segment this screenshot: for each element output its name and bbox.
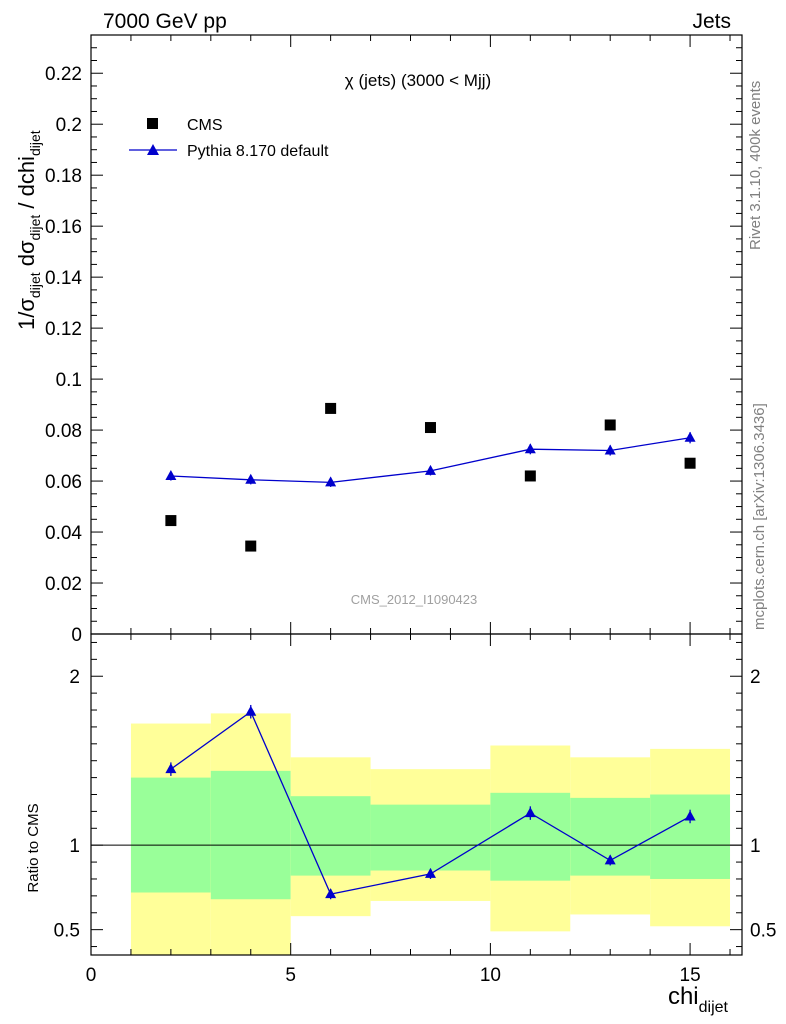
ratio-green-band-0 bbox=[130, 777, 211, 893]
ratio-point-3 bbox=[424, 867, 436, 878]
analysis-id-label: CMS_2012_I1090423 bbox=[351, 592, 478, 607]
main-y-tick-label-0: 0 bbox=[71, 625, 82, 646]
main-y-tick-label-3: 0.06 bbox=[45, 472, 82, 493]
x-tick-label-5: 5 bbox=[285, 965, 296, 986]
ratio-green-band-6 bbox=[650, 794, 731, 879]
ratio-green-band-3 bbox=[370, 804, 491, 871]
ratio-y-tick-label-right-0: 0.5 bbox=[750, 921, 776, 942]
ratio-y-tick-label-left-0: 0.5 bbox=[54, 921, 80, 942]
ratio-point-2 bbox=[325, 888, 337, 899]
cms-point-4 bbox=[524, 470, 536, 482]
pythia-point-3 bbox=[424, 464, 436, 475]
legend-pythia-label: Pythia 8.170 default bbox=[187, 143, 329, 160]
header-right-label: Jets bbox=[692, 10, 731, 33]
main-y-axis-label: 1/σdijet dσdijet / dchidijet bbox=[14, 130, 43, 330]
ratio-point-5 bbox=[604, 854, 616, 865]
ratio-y-tick-label-left-2: 2 bbox=[69, 667, 80, 688]
rivet-label: Rivet 3.1.10, 400k events bbox=[747, 81, 764, 250]
pythia-point-4 bbox=[524, 443, 536, 454]
ratio-point-4 bbox=[524, 807, 536, 818]
ratio-point-1 bbox=[245, 705, 257, 716]
main-y-tick-label-1: 0.02 bbox=[45, 574, 82, 595]
main-y-tick-label-11: 0.22 bbox=[45, 64, 82, 85]
cms-point-0 bbox=[165, 515, 177, 527]
cms-point-5 bbox=[604, 419, 616, 431]
cms-point-1 bbox=[245, 540, 257, 552]
ratio-point-6 bbox=[684, 810, 696, 821]
mcplots-label: mcplots.cern.ch [arXiv:1306.3436] bbox=[751, 403, 768, 630]
ratio-green-band-4 bbox=[490, 792, 571, 881]
ratio-point-0 bbox=[165, 763, 177, 774]
x-tick-label-0: 0 bbox=[86, 965, 97, 986]
main-y-tick-label-2: 0.04 bbox=[45, 523, 82, 544]
legend: CMS Pythia 8.170 default bbox=[129, 117, 329, 160]
legend-pythia-marker bbox=[147, 144, 159, 155]
pythia-point-6 bbox=[684, 431, 696, 442]
ratio-green-band-2 bbox=[290, 796, 371, 876]
main-y-tick-label-10: 0.2 bbox=[56, 115, 82, 136]
legend-cms-marker bbox=[147, 118, 158, 129]
pythia-point-0 bbox=[165, 469, 177, 480]
ratio-green-band-1 bbox=[210, 770, 291, 900]
x-axis-label: chidijet bbox=[668, 983, 729, 1016]
main-y-tick-label-9: 0.18 bbox=[45, 166, 82, 187]
ratio-y-tick-label-right-2: 2 bbox=[750, 667, 761, 688]
x-tick-label-10: 10 bbox=[480, 965, 501, 986]
main-y-tick-label-7: 0.14 bbox=[45, 268, 82, 289]
main-y-tick-label-5: 0.1 bbox=[56, 370, 82, 391]
ratio-y-tick-label-left-1: 1 bbox=[69, 836, 80, 857]
cms-point-3 bbox=[424, 422, 436, 434]
header-left-label: 7000 GeV pp bbox=[103, 10, 227, 33]
chart-title: χ (jets) (3000 < Mjj) bbox=[345, 71, 491, 90]
cms-point-2 bbox=[325, 402, 337, 414]
legend-cms-label: CMS bbox=[187, 117, 223, 134]
main-y-tick-label-8: 0.16 bbox=[45, 217, 82, 238]
x-tick-label-15: 15 bbox=[680, 965, 701, 986]
pythia-point-5 bbox=[604, 444, 616, 455]
ratio-panel: 0 5 10 15 0.5 0.5 1 1 2 2 bbox=[54, 633, 776, 986]
pythia-point-1 bbox=[245, 473, 257, 484]
ratio-y-axis-label: Ratio to CMS bbox=[25, 803, 42, 892]
ratio-y-tick-label-right-1: 1 bbox=[750, 836, 761, 857]
cms-point-6 bbox=[684, 457, 696, 469]
main-panel: 0 0.02 0.04 0.06 0.08 0.1 0.12 0.14 0.16 0.18 0.2 0… bbox=[45, 34, 743, 646]
pythia-line bbox=[170, 437, 691, 483]
main-y-tick-label-6: 0.12 bbox=[45, 319, 82, 340]
pythia-point-2 bbox=[325, 476, 337, 487]
main-y-tick-label-4: 0.08 bbox=[45, 421, 82, 442]
